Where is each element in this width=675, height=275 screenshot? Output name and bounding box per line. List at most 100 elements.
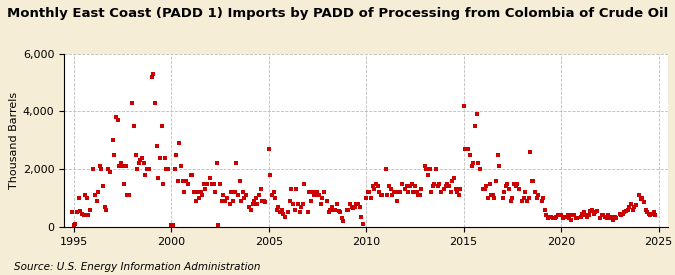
Point xyxy=(239,196,250,200)
Point xyxy=(327,205,338,209)
Point xyxy=(522,199,533,203)
Point xyxy=(342,207,352,212)
Point xyxy=(479,187,490,191)
Point xyxy=(392,199,402,203)
Point xyxy=(369,187,380,191)
Point xyxy=(247,202,258,206)
Point xyxy=(567,213,578,218)
Point xyxy=(486,193,497,197)
Point xyxy=(435,190,446,194)
Point xyxy=(267,193,277,197)
Point xyxy=(70,222,81,226)
Point xyxy=(234,178,245,183)
Point xyxy=(601,216,612,221)
Point xyxy=(346,205,357,209)
Point xyxy=(564,216,574,221)
Point xyxy=(119,182,130,186)
Point xyxy=(284,199,295,203)
Point xyxy=(78,213,89,218)
Point xyxy=(224,202,235,206)
Point xyxy=(434,182,445,186)
Point xyxy=(528,178,539,183)
Point xyxy=(512,182,522,186)
Point xyxy=(328,207,339,212)
Point xyxy=(306,199,317,203)
Point xyxy=(544,214,555,219)
Point xyxy=(446,190,456,194)
Point xyxy=(74,196,84,200)
Point xyxy=(414,193,425,197)
Point xyxy=(500,184,511,189)
Point xyxy=(502,182,513,186)
Point xyxy=(421,167,432,171)
Point xyxy=(603,213,614,218)
Point xyxy=(383,184,394,189)
Point xyxy=(104,170,115,174)
Point xyxy=(205,176,216,180)
Point xyxy=(348,206,358,210)
Point xyxy=(96,167,107,171)
Point xyxy=(583,213,594,218)
Point xyxy=(460,147,470,151)
Point xyxy=(101,207,112,212)
Point xyxy=(622,207,633,212)
Point xyxy=(618,212,628,216)
Point xyxy=(195,190,206,194)
Point xyxy=(344,202,355,206)
Point xyxy=(507,196,518,200)
Point xyxy=(530,190,541,194)
Point xyxy=(230,190,240,194)
Point xyxy=(466,164,477,168)
Point xyxy=(210,190,221,194)
Point xyxy=(202,182,213,186)
Point xyxy=(475,167,485,171)
Point xyxy=(268,190,279,194)
Point xyxy=(411,190,422,194)
Point xyxy=(314,193,325,197)
Point xyxy=(302,210,313,214)
Point xyxy=(575,214,586,219)
Point xyxy=(403,190,414,194)
Point xyxy=(492,152,503,157)
Point xyxy=(525,150,536,154)
Point xyxy=(275,210,286,214)
Point xyxy=(161,167,172,171)
Point xyxy=(176,164,186,168)
Point xyxy=(309,193,320,197)
Point xyxy=(155,155,165,160)
Point xyxy=(286,187,297,191)
Point xyxy=(390,190,401,194)
Point xyxy=(473,161,484,166)
Point xyxy=(570,216,581,221)
Point xyxy=(412,193,423,197)
Point xyxy=(374,190,385,194)
Point xyxy=(538,196,549,200)
Point xyxy=(578,210,589,214)
Point xyxy=(80,193,90,197)
Point xyxy=(215,182,225,186)
Point xyxy=(387,193,398,197)
Point xyxy=(68,223,79,228)
Point xyxy=(325,207,336,212)
Point xyxy=(531,196,542,200)
Point xyxy=(178,178,188,183)
Point xyxy=(366,196,377,200)
Point xyxy=(219,199,230,203)
Point xyxy=(172,178,183,183)
Point xyxy=(122,193,133,197)
Point xyxy=(158,182,169,186)
Point xyxy=(463,147,474,151)
Point xyxy=(187,173,198,177)
Point xyxy=(310,193,321,197)
Point xyxy=(484,182,495,186)
Point xyxy=(254,193,265,197)
Point xyxy=(112,118,123,122)
Point xyxy=(585,209,596,213)
Point xyxy=(566,218,576,222)
Y-axis label: Thousand Barrels: Thousand Barrels xyxy=(9,92,19,189)
Point xyxy=(402,184,412,189)
Point xyxy=(404,184,415,189)
Point xyxy=(291,187,302,191)
Point xyxy=(443,184,454,189)
Point xyxy=(364,190,375,194)
